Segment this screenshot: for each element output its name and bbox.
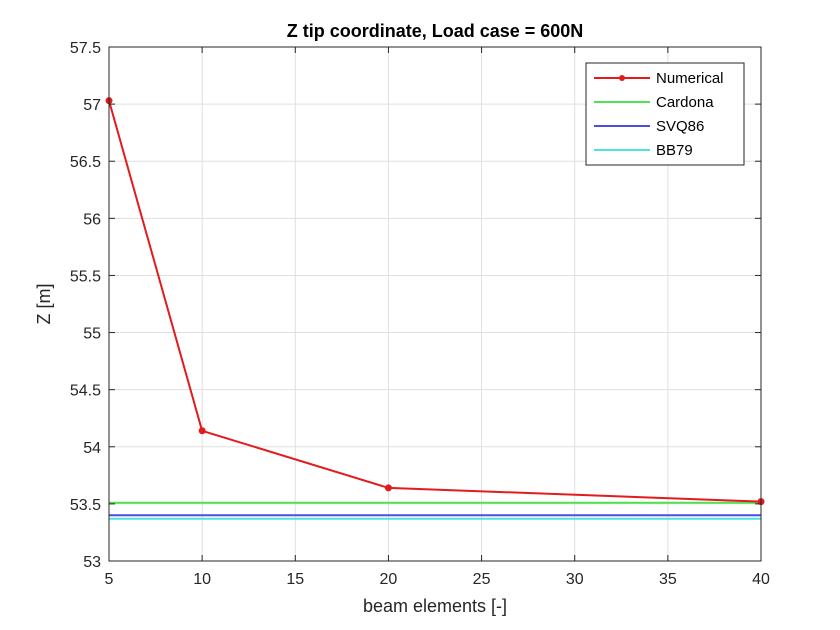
series-point-numerical <box>198 427 206 435</box>
legend-label-numerical: Numerical <box>656 70 724 87</box>
x-tick-label: 40 <box>752 571 770 588</box>
x-tick-label: 10 <box>193 571 211 588</box>
y-tick-label: 53 <box>83 554 101 571</box>
ticks: 5 10 15 20 25 30 35 40 53 53.5 54 54.5 55 55.5 56 56.5 5… <box>70 40 770 588</box>
y-tick-label: 57.5 <box>70 40 101 57</box>
legend-box <box>585 62 745 166</box>
y-tick-label: 53.5 <box>70 497 101 514</box>
legend-label-bb79: BB79 <box>656 142 693 159</box>
y-tick-label: 54 <box>83 440 101 457</box>
y-tick-label: 57 <box>83 97 101 114</box>
chart-title: Z tip coordinate, Load case = 600N <box>287 21 584 41</box>
series-layer <box>105 97 765 520</box>
plot-border <box>108 46 762 562</box>
x-tick-label: 30 <box>566 571 584 588</box>
y-tick-label: 56 <box>83 211 101 228</box>
y-tick-label: 54.5 <box>70 383 101 400</box>
series-point-numerical <box>384 484 392 492</box>
legend: Numerical Cardona SVQ86 BB79 <box>585 62 745 166</box>
legend-marker-numerical <box>619 75 625 81</box>
y-axis-label: Z [m] <box>34 284 54 325</box>
y-tick-label: 55.5 <box>70 268 101 285</box>
legend-label-cardona: Cardona <box>656 94 714 111</box>
x-tick-label: 5 <box>105 571 114 588</box>
x-tick-label: 20 <box>380 571 398 588</box>
series-line-numerical <box>108 100 762 503</box>
x-axis-label: beam elements [-] <box>363 596 507 616</box>
legend-label-svq86: SVQ86 <box>656 118 704 135</box>
y-tick-label: 55 <box>83 326 101 343</box>
y-tick-label: 56.5 <box>70 154 101 171</box>
x-tick-label: 25 <box>473 571 491 588</box>
x-tick-label: 35 <box>659 571 677 588</box>
x-tick-label: 15 <box>286 571 304 588</box>
